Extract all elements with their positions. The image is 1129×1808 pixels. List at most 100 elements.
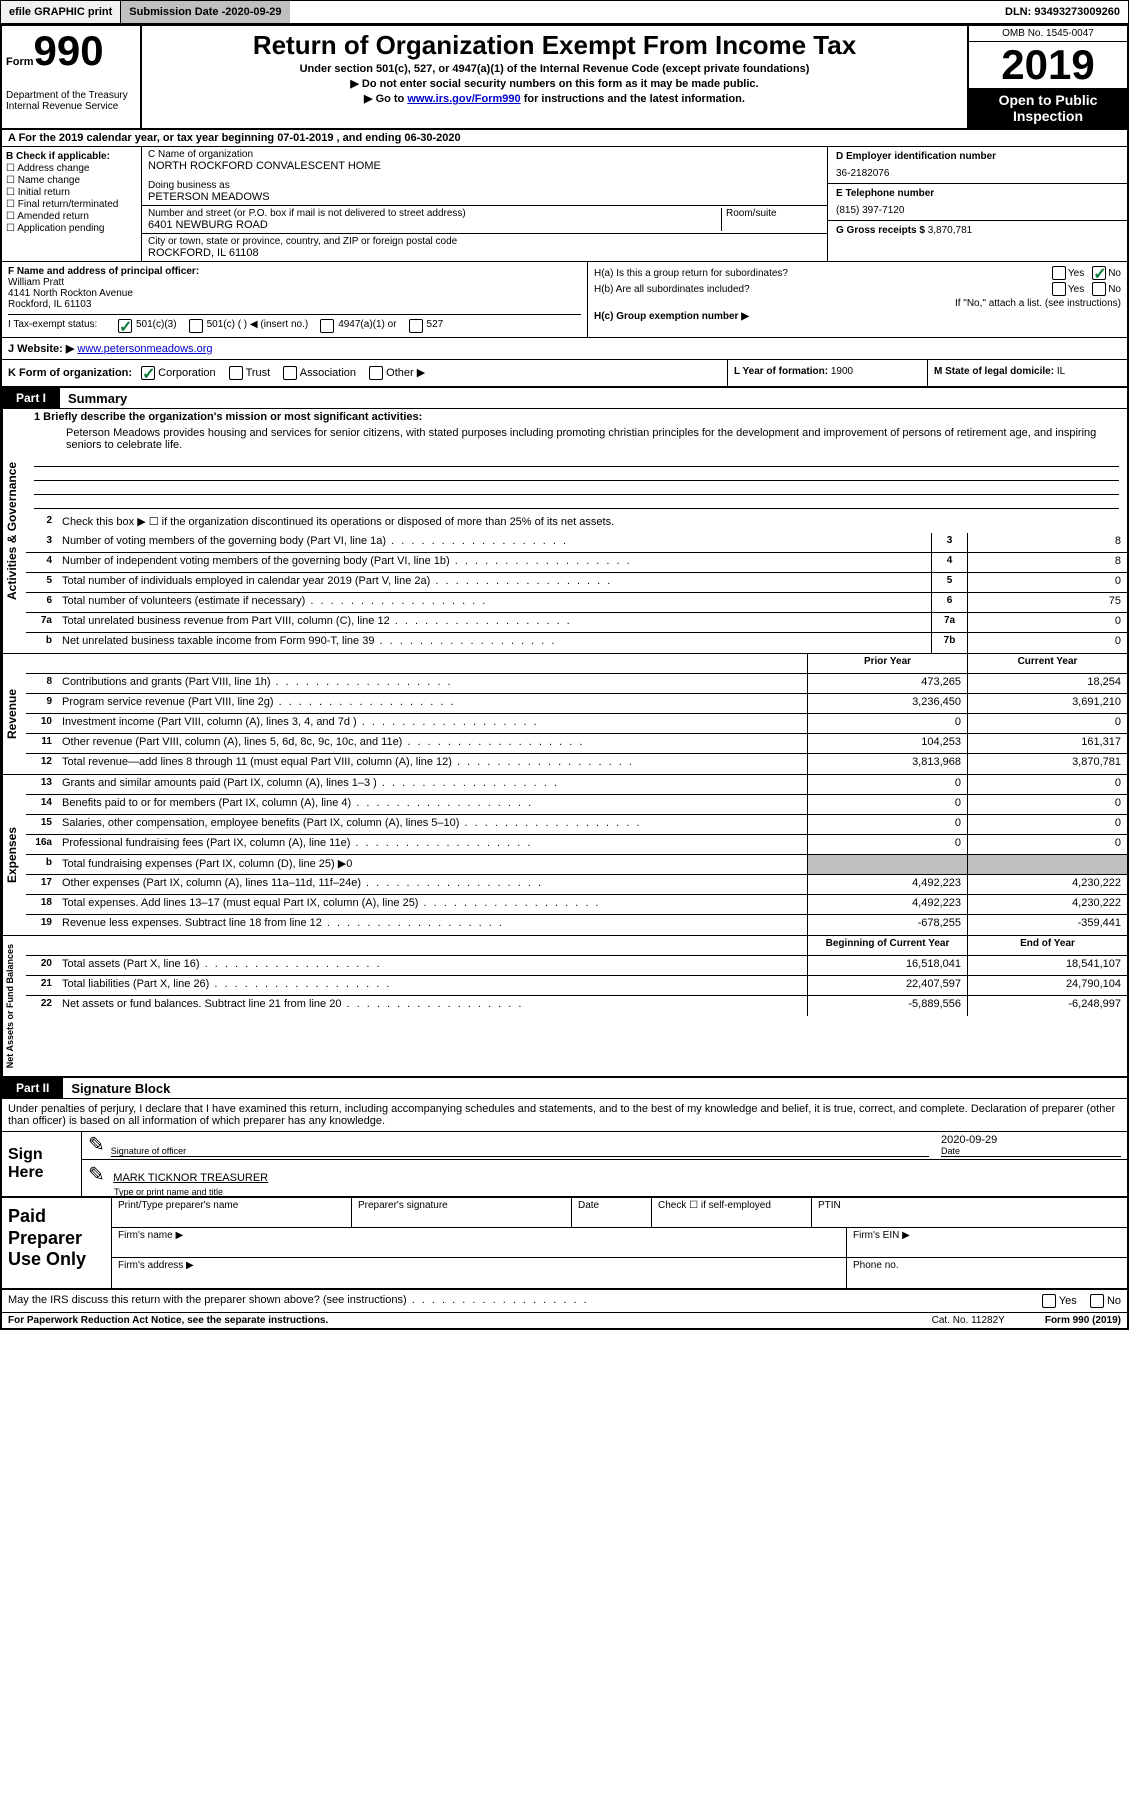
line-7a: 7a Total unrelated business revenue from… [26,613,1127,633]
year-formation: L Year of formation: 1900 [727,360,927,386]
chk-other[interactable] [369,366,383,380]
form-of-organization: K Form of organization: Corporation Trus… [2,360,727,386]
line-14: 14 Benefits paid to or for members (Part… [26,795,1127,815]
part1-expenses: Expenses 13 Grants and similar amounts p… [2,774,1127,935]
vlabel-rev: Revenue [2,654,26,774]
discuss-yesno: Yes No [1042,1294,1121,1308]
blank-line [34,495,1119,509]
line-6: 6 Total number of volunteers (estimate i… [26,593,1127,613]
sign-here-block: Sign Here ✎ Signature of officer 2020-09… [2,1132,1127,1198]
efile-label[interactable]: efile GRAPHIC print [1,1,121,23]
chk-trust[interactable] [229,366,243,380]
na-header: Beginning of Current Year End of Year [26,936,1127,956]
line-4: 4 Number of independent voting members o… [26,553,1127,573]
tax-year: 2019 [969,42,1127,88]
sig-officer-row: ✎ Signature of officer 2020-09-29Date [82,1132,1127,1160]
ag-content: 1 Briefly describe the organization's mi… [26,409,1127,653]
header-right: OMB No. 1545-0047 2019 Open to Public In… [967,26,1127,128]
discuss-row: May the IRS discuss this return with the… [2,1290,1127,1313]
line-10: 10 Investment income (Part VIII, column … [26,714,1127,734]
chk-discuss-no[interactable] [1090,1294,1104,1308]
chk-assoc[interactable] [283,366,297,380]
gross-receipts-row: G Gross receipts $ 3,870,781 [828,221,1127,240]
rev-content: Prior Year Current Year 8 Contributions … [26,654,1127,774]
section-h: H(a) Is this a group return for subordin… [587,262,1127,337]
dln: DLN: 93493273009260 [997,6,1128,18]
chk-ha-yes[interactable] [1052,266,1066,280]
org-name-row: C Name of organization NORTH ROCKFORD CO… [142,147,827,206]
row-j-website: J Website: ▶ www.petersonmeadows.org [2,338,1127,360]
perjury-statement: Under penalties of perjury, I declare th… [2,1099,1127,1132]
phone-row: E Telephone number (815) 397-7120 [828,184,1127,221]
line-5: 5 Total number of individuals employed i… [26,573,1127,593]
line-12: 12 Total revenue—add lines 8 through 11 … [26,754,1127,774]
line-22: 22 Net assets or fund balances. Subtract… [26,996,1127,1016]
preparer-row3: Firm's address ▶ Phone no. [112,1258,1127,1288]
form-header: Form990 Department of the Treasury Inter… [2,26,1127,130]
chk-527[interactable] [409,319,423,333]
line-18: 18 Total expenses. Add lines 13–17 (must… [26,895,1127,915]
officer-info: F Name and address of principal officer:… [2,262,587,337]
part1-header: Part I Summary [2,388,1127,409]
vlabel-exp: Expenses [2,775,26,935]
part1-activities-governance: Activities & Governance 1 Briefly descri… [2,409,1127,653]
header-left: Form990 Department of the Treasury Inter… [2,26,142,128]
chk-name-change[interactable]: ☐ Name change [6,175,137,186]
form-number: Form990 [6,30,136,72]
line-17: 17 Other expenses (Part IX, column (A), … [26,875,1127,895]
chk-amended[interactable]: ☐ Amended return [6,211,137,222]
line-11: 11 Other revenue (Part VIII, column (A),… [26,734,1127,754]
form-container: Form990 Department of the Treasury Inter… [0,24,1129,1330]
blank-line [34,453,1119,467]
paid-preparer-label: Paid Preparer Use Only [2,1198,112,1288]
chk-ha-no[interactable] [1092,266,1106,280]
paid-preparer-block: Paid Preparer Use Only Print/Type prepar… [2,1198,1127,1290]
sign-here-label: Sign Here [2,1132,82,1196]
pen-icon: ✎ [88,1164,105,1186]
part1-revenue: Revenue Prior Year Current Year 8 Contri… [2,653,1127,774]
chk-initial-return[interactable]: ☐ Initial return [6,187,137,198]
omb-number: OMB No. 1545-0047 [969,26,1127,42]
preparer-row1: Print/Type preparer's name Preparer's si… [112,1198,1127,1228]
chk-501c3[interactable] [118,319,132,333]
line-15: 15 Salaries, other compensation, employe… [26,815,1127,835]
chk-address-change[interactable]: ☐ Address change [6,163,137,174]
chk-discuss-yes[interactable] [1042,1294,1056,1308]
mission-text: Peterson Meadows provides housing and se… [26,425,1127,453]
chk-4947[interactable] [320,319,334,333]
chk-hb-yes[interactable] [1052,282,1066,296]
chk-application-pending[interactable]: ☐ Application pending [6,223,137,234]
website-link[interactable]: www.petersonmeadows.org [77,343,212,355]
part1-tab: Part I [2,388,60,408]
line-9: 9 Program service revenue (Part VIII, li… [26,694,1127,714]
chk-hb-no[interactable] [1092,282,1106,296]
line-8: 8 Contributions and grants (Part VIII, l… [26,674,1127,694]
city-row: City or town, state or province, country… [142,234,827,261]
subtitle-2: ▶ Do not enter social security numbers o… [150,77,959,90]
part1-title: Summary [60,391,127,406]
section-b-checkboxes: B Check if applicable: ☐ Address change … [2,147,142,261]
signature-fields: ✎ Signature of officer 2020-09-29Date ✎ … [82,1132,1127,1196]
part1-net-assets: Net Assets or Fund Balances Beginning of… [2,935,1127,1078]
section-b-c-d: B Check if applicable: ☐ Address change … [2,147,1127,262]
section-f-h: F Name and address of principal officer:… [2,262,1127,338]
line-b: b Total fundraising expenses (Part IX, c… [26,855,1127,875]
line-b: b Net unrelated business taxable income … [26,633,1127,653]
department: Department of the Treasury Internal Reve… [6,90,136,112]
line-16a: 16a Professional fundraising fees (Part … [26,835,1127,855]
footer: For Paperwork Reduction Act Notice, see … [2,1313,1127,1328]
open-public: Open to Public Inspection [969,88,1127,128]
chk-501c[interactable] [189,319,203,333]
sig-name-row: ✎ MARK TICKNOR TREASURER Type or print n… [82,1160,1127,1192]
row-i-tax-status: I Tax-exempt status: 501(c)(3) 501(c) ( … [8,314,581,333]
pen-icon: ✎ [88,1132,105,1157]
submission-date: Submission Date - 2020-09-29 [121,1,289,23]
irs-link[interactable]: www.irs.gov/Form990 [407,93,520,105]
address-row: Number and street (or P.O. box if mail i… [142,206,827,234]
vlabel-ag: Activities & Governance [2,409,26,653]
state-domicile: M State of legal domicile: IL [927,360,1127,386]
line-20: 20 Total assets (Part X, line 16) 16,518… [26,956,1127,976]
chk-final-return[interactable]: ☐ Final return/terminated [6,199,137,210]
line-13: 13 Grants and similar amounts paid (Part… [26,775,1127,795]
chk-corp[interactable] [141,366,155,380]
